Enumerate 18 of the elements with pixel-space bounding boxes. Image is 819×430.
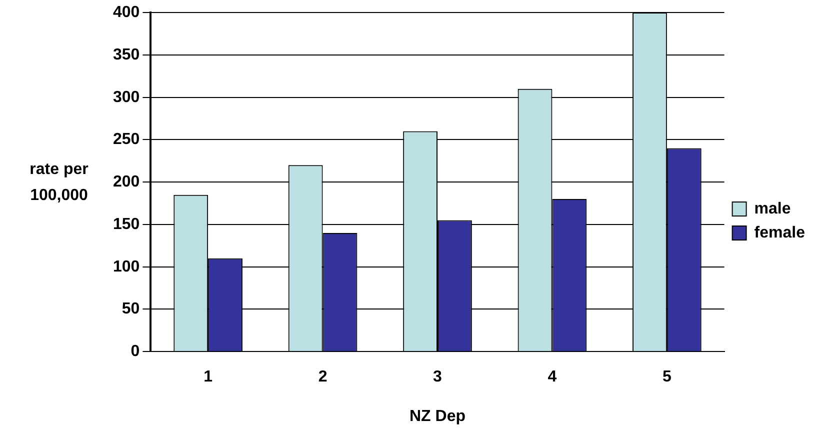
y-tick-label: 200 bbox=[112, 174, 140, 191]
x-axis-title: NZ Dep bbox=[410, 408, 466, 425]
y-tick-label: 0 bbox=[130, 343, 140, 360]
x-tick-label: 5 bbox=[662, 368, 672, 386]
x-tick-label: 1 bbox=[204, 368, 213, 386]
y-tick-label: 400 bbox=[112, 4, 140, 22]
y-tick-label: 100 bbox=[112, 258, 140, 276]
y-tick-label: 350 bbox=[112, 46, 140, 64]
y-tick-label: 250 bbox=[112, 131, 140, 148]
x-tick-label: 4 bbox=[548, 368, 557, 386]
legend-label: male bbox=[754, 200, 791, 218]
x-tick-label: 3 bbox=[433, 368, 442, 386]
y-tick-label: 300 bbox=[112, 88, 140, 106]
x-tick-label: 2 bbox=[318, 368, 328, 386]
y-tick-label: 50 bbox=[122, 300, 140, 318]
legend-label: female bbox=[754, 224, 806, 242]
y-axis-title: rate per 100,000 bbox=[30, 161, 88, 204]
y-tick-label: 150 bbox=[112, 216, 140, 233]
